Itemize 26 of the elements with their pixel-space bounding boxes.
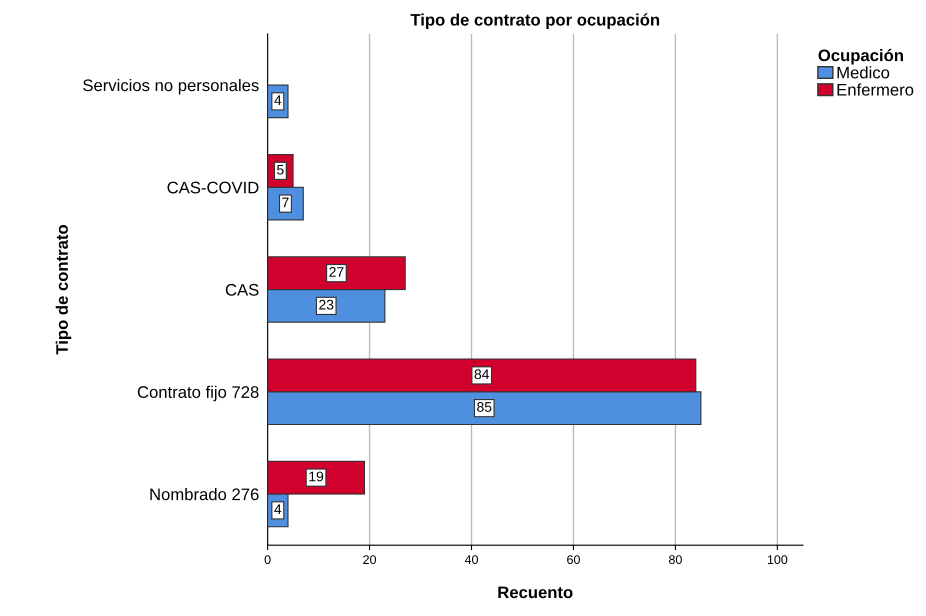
chart-title: Tipo de contrato por ocupación (410, 13, 660, 30)
y-tick-label: CAS (226, 284, 259, 296)
x-tick-label: 20 (363, 555, 376, 564)
x-axis-title: Recuento (498, 586, 573, 598)
data-label: 27 (329, 267, 344, 277)
legend-label: Enfermero (838, 83, 914, 96)
data-label: 7 (282, 198, 289, 208)
data-label: 5 (277, 164, 284, 175)
y-tick-label: Contrato fijo 728 (138, 386, 259, 402)
data-label: 84 (474, 369, 490, 380)
x-tick-label: 40 (464, 555, 478, 564)
x-tick-label: 100 (768, 555, 788, 564)
legend-label: Medico (838, 66, 890, 78)
y-tick-label: Nombrado 276 (150, 488, 259, 500)
data-label: 85 (477, 402, 492, 412)
data-label: 4 (274, 504, 282, 514)
y-tick-label: CAS-COVID (168, 182, 258, 194)
x-tick-label: 0 (264, 555, 271, 564)
data-label: 23 (319, 300, 334, 310)
y-axis-title: Tipo de contrato (56, 225, 72, 354)
legend-title: Ocupación (818, 48, 903, 65)
data-label: 4 (274, 95, 282, 105)
y-tick-label: Servicios no personales (83, 78, 259, 95)
x-tick-label: 60 (567, 555, 580, 564)
data-label: 19 (309, 472, 324, 482)
x-tick-label: 80 (669, 555, 682, 564)
